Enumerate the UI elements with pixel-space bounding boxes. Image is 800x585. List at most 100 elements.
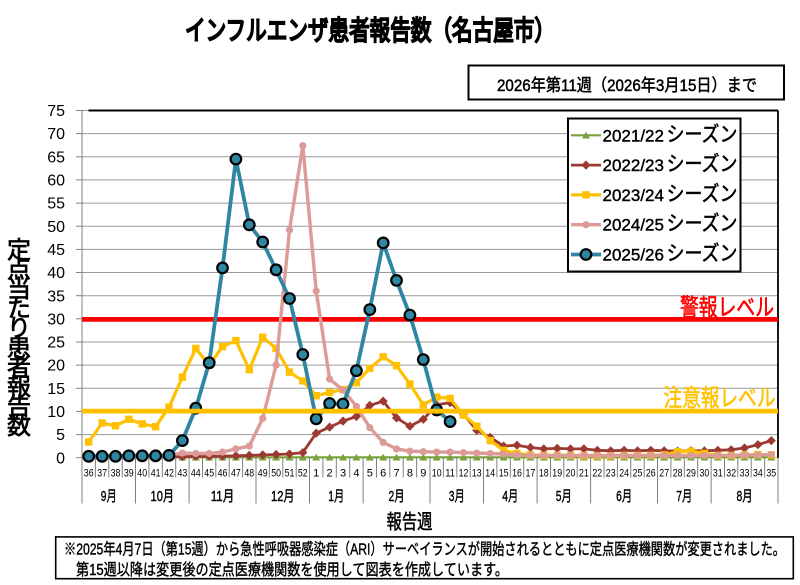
svg-text:38: 38	[111, 467, 121, 479]
svg-text:35: 35	[766, 467, 776, 479]
svg-text:5: 5	[367, 467, 373, 479]
svg-text:6: 6	[380, 467, 386, 479]
svg-text:23: 23	[606, 467, 616, 479]
svg-text:51: 51	[285, 467, 295, 479]
svg-text:2022/23: 2022/23	[603, 156, 664, 175]
svg-text:9月: 9月	[101, 488, 117, 505]
svg-text:40: 40	[47, 265, 65, 282]
svg-text:47: 47	[231, 467, 241, 479]
svg-text:12月: 12月	[271, 488, 295, 505]
svg-text:2月: 2月	[389, 488, 405, 505]
svg-text:シーズン: シーズン	[667, 243, 738, 266]
svg-text:シーズン: シーズン	[667, 153, 738, 176]
svg-text:32: 32	[726, 467, 736, 479]
svg-text:50: 50	[47, 219, 65, 236]
svg-text:8月: 8月	[737, 488, 753, 505]
svg-text:65: 65	[47, 149, 65, 166]
svg-text:49: 49	[258, 467, 268, 479]
svg-text:43: 43	[178, 467, 188, 479]
svg-text:29: 29	[686, 467, 696, 479]
svg-text:7: 7	[393, 467, 399, 479]
svg-text:7月: 7月	[676, 488, 692, 505]
svg-text:17: 17	[526, 467, 536, 479]
svg-text:14: 14	[485, 467, 495, 479]
svg-text:18: 18	[539, 467, 549, 479]
svg-text:11月: 11月	[211, 488, 235, 505]
svg-text:者: 者	[7, 354, 31, 381]
svg-text:48: 48	[244, 467, 254, 479]
svg-text:40: 40	[137, 467, 147, 479]
svg-text:19: 19	[552, 467, 562, 479]
svg-text:50: 50	[271, 467, 281, 479]
svg-text:39: 39	[124, 467, 134, 479]
svg-text:16: 16	[512, 467, 522, 479]
svg-text:8: 8	[407, 467, 413, 479]
svg-text:シーズン: シーズン	[667, 183, 738, 206]
svg-text:20: 20	[47, 358, 65, 375]
svg-text:30: 30	[47, 311, 65, 328]
svg-text:2024/25: 2024/25	[603, 216, 664, 235]
svg-text:45: 45	[204, 467, 214, 479]
svg-text:9: 9	[420, 467, 426, 479]
svg-text:35: 35	[47, 288, 65, 305]
svg-text:2021/22: 2021/22	[603, 126, 664, 145]
svg-text:2: 2	[327, 467, 333, 479]
svg-text:患: 患	[7, 335, 31, 362]
svg-text:45: 45	[47, 242, 65, 259]
svg-text:31: 31	[713, 467, 723, 479]
svg-text:15: 15	[499, 467, 509, 479]
svg-text:インフルエンザ患者報告数（名古屋市）: インフルエンザ患者報告数（名古屋市）	[185, 15, 555, 46]
svg-text:10: 10	[432, 467, 442, 479]
svg-text:点: 点	[7, 256, 31, 283]
svg-text:2025/26: 2025/26	[603, 246, 664, 265]
svg-text:21: 21	[579, 467, 589, 479]
svg-text:12: 12	[459, 467, 469, 479]
svg-text:4: 4	[353, 467, 359, 479]
svg-text:シーズン: シーズン	[667, 123, 738, 146]
svg-text:2026年第11週（2026年3月15日）まで: 2026年第11週（2026年3月15日）まで	[497, 76, 757, 95]
svg-text:70: 70	[47, 126, 65, 143]
svg-text:13: 13	[472, 467, 482, 479]
svg-text:22: 22	[592, 467, 602, 479]
svg-text:た: た	[7, 296, 31, 323]
svg-text:37: 37	[97, 467, 107, 479]
svg-text:5月: 5月	[556, 488, 572, 505]
svg-text:20: 20	[566, 467, 576, 479]
svg-text:当: 当	[7, 276, 31, 303]
svg-text:15: 15	[47, 381, 65, 398]
svg-text:55: 55	[47, 196, 65, 213]
svg-text:1月: 1月	[328, 488, 344, 505]
svg-text:34: 34	[753, 467, 763, 479]
svg-text:36: 36	[84, 467, 94, 479]
svg-text:6月: 6月	[616, 488, 632, 505]
svg-text:報: 報	[7, 374, 31, 401]
svg-text:報告週: 報告週	[387, 511, 433, 534]
svg-text:4月: 4月	[502, 488, 518, 505]
svg-text:数: 数	[7, 413, 31, 440]
svg-text:25: 25	[633, 467, 643, 479]
svg-text:り: り	[7, 315, 31, 342]
svg-text:33: 33	[740, 467, 750, 479]
svg-text:41: 41	[151, 467, 161, 479]
svg-text:42: 42	[164, 467, 174, 479]
svg-text:1: 1	[313, 467, 319, 479]
svg-text:46: 46	[218, 467, 228, 479]
svg-text:注意報レベル: 注意報レベル	[664, 385, 776, 412]
svg-text:52: 52	[298, 467, 308, 479]
svg-text:2023/24: 2023/24	[603, 186, 664, 205]
svg-text:警報レベル: 警報レベル	[680, 295, 774, 322]
svg-text:75: 75	[47, 103, 65, 120]
svg-text:定: 定	[7, 237, 31, 264]
svg-text:3月: 3月	[449, 488, 465, 505]
svg-text:シーズン: シーズン	[667, 213, 738, 236]
svg-text:28: 28	[673, 467, 683, 479]
svg-text:44: 44	[191, 467, 201, 479]
svg-text:60: 60	[47, 173, 65, 190]
svg-text:10: 10	[47, 404, 65, 421]
svg-text:※2025年4月7日（第15週）から急性呼吸器感染症（ARI: ※2025年4月7日（第15週）から急性呼吸器感染症（ARI）サーベイランスが開…	[64, 540, 785, 559]
svg-text:11: 11	[445, 467, 455, 479]
svg-text:24: 24	[619, 467, 629, 479]
svg-text:0: 0	[56, 450, 65, 467]
svg-text:第15週以降は変更後の定点医療機関数を使用して図表を作成して: 第15週以降は変更後の定点医療機関数を使用して図表を作成しています。	[76, 561, 508, 579]
svg-text:25: 25	[47, 335, 65, 352]
